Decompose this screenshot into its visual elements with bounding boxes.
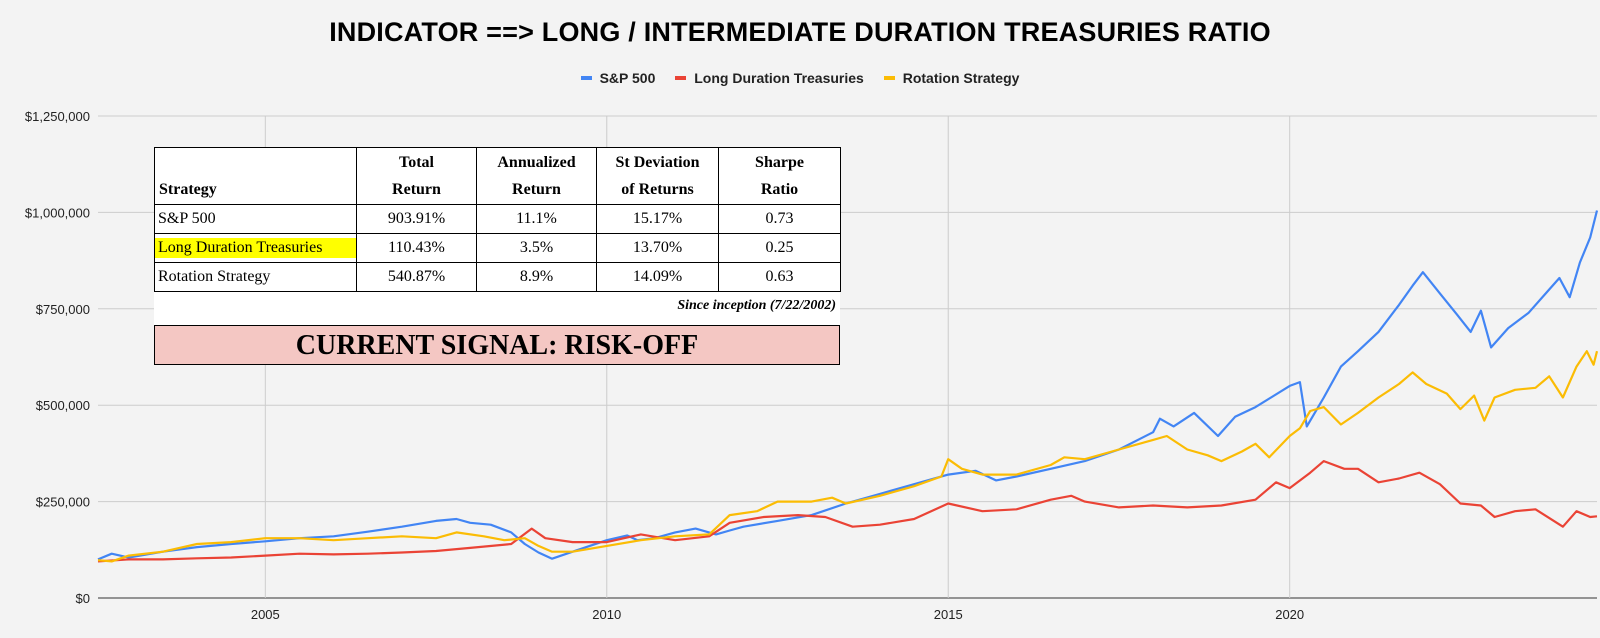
cell-st-deviation: 14.09% [596, 262, 719, 292]
legend-swatch-long-duration-treasuries [675, 76, 687, 81]
current-signal-banner: CURRENT SIGNAL: RISK-OFF [154, 325, 840, 365]
cell-sharpe-ratio: 0.63 [718, 262, 841, 292]
stats-table: Strategy Total Return Annualized Return St… [154, 147, 841, 292]
cell-st-deviation: 15.17% [596, 204, 719, 234]
legend-item-rotation-strategy[interactable]: Rotation Strategy [883, 70, 1020, 86]
x-axis-ticks: 2005 2010 2015 2020 [251, 607, 1304, 622]
cell-annualized-return: 8.9% [476, 262, 597, 292]
legend: S&P 500 Long Duration Treasuries Rotatio… [0, 70, 1600, 86]
legend-swatch-rotation-strategy [883, 76, 895, 81]
table-row: Long Duration Treasuries 110.43% 3.5% 13… [154, 233, 841, 263]
legend-item-sp500[interactable]: S&P 500 [580, 70, 656, 86]
cell-annualized-return: 11.1% [476, 204, 597, 234]
y-tick-label: $250,000 [36, 495, 90, 510]
cell-strategy: S&P 500 [154, 204, 357, 234]
cell-sharpe-ratio: 0.73 [718, 204, 841, 234]
since-inception-note: Since inception (7/22/2002) [154, 292, 840, 325]
x-tick-label: 2005 [251, 607, 280, 622]
x-tick-label: 2020 [1275, 607, 1304, 622]
x-tick-label: 2010 [592, 607, 621, 622]
header-total-return: Total Return [356, 147, 477, 205]
cell-annualized-return: 3.5% [476, 233, 597, 263]
series-line-s-p-500 [97, 210, 1599, 561]
cell-strategy-highlighted: Long Duration Treasuries [154, 233, 357, 263]
series-line-long-duration-treasuries [97, 460, 1598, 563]
y-tick-label: $0 [76, 591, 90, 606]
cell-total-return: 540.87% [356, 262, 477, 292]
legend-label-long-duration-treasuries: Long Duration Treasuries [694, 70, 864, 86]
header-st-deviation: St Deviation of Returns [596, 147, 719, 205]
series-line-rotation-strategy [97, 350, 1599, 563]
cell-sharpe-ratio: 0.25 [718, 233, 841, 263]
cell-st-deviation: 13.70% [596, 233, 719, 263]
cell-total-return: 110.43% [356, 233, 477, 263]
header-strategy: Strategy [154, 147, 357, 205]
y-axis-ticks: $0 $250,000 $500,000 $750,000 $1,000,000 $1,2… [25, 109, 90, 606]
x-tick-label: 2015 [934, 607, 963, 622]
legend-label-rotation-strategy: Rotation Strategy [902, 70, 1020, 86]
y-tick-label: $750,000 [36, 302, 90, 317]
header-annualized-return: Annualized Return [476, 147, 597, 205]
y-tick-label: $1,250,000 [25, 109, 90, 124]
stats-panel: Strategy Total Return Annualized Return St… [154, 147, 841, 365]
legend-item-long-duration-treasuries[interactable]: Long Duration Treasuries [675, 70, 864, 86]
y-tick-label: $1,000,000 [25, 205, 90, 220]
cell-strategy: Rotation Strategy [154, 262, 357, 292]
stats-header-row: Strategy Total Return Annualized Return St… [154, 147, 841, 205]
series-lines [97, 210, 1599, 563]
table-row: Rotation Strategy 540.87% 8.9% 14.09% 0.… [154, 262, 841, 292]
y-tick-label: $500,000 [36, 398, 90, 413]
table-row: S&P 500 903.91% 11.1% 15.17% 0.73 [154, 204, 841, 234]
cell-total-return: 903.91% [356, 204, 477, 234]
chart-title: INDICATOR ==> LONG / INTERMEDIATE DURATI… [329, 17, 1271, 47]
legend-label-sp500: S&P 500 [599, 70, 656, 86]
header-sharpe-ratio: Sharpe Ratio [718, 147, 841, 205]
legend-swatch-sp500 [580, 76, 592, 81]
